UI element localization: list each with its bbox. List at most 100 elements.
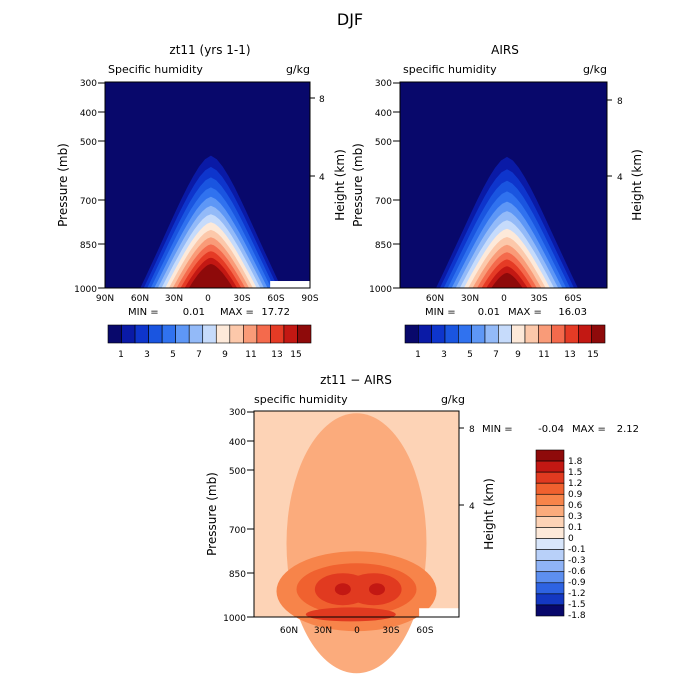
colorbar-label: 11: [538, 350, 549, 360]
x-tick-label: 30N: [314, 626, 332, 636]
surface-mask: [270, 281, 310, 288]
colorbar-swatch: [202, 324, 217, 344]
colorbar-swatch: [243, 324, 258, 344]
max-value: 17.72: [261, 307, 290, 318]
max-label: MAX =: [508, 307, 542, 318]
panel-model-colorbar-labels: 1 3 5 7 9 11 13 15: [118, 350, 302, 360]
x-tick-label: 60S: [416, 626, 433, 636]
colorbar-label: 5: [170, 350, 176, 360]
panel-airs-minmax: MIN = 0.01 MAX = 16.03: [425, 307, 587, 318]
colorbar-label: 3: [144, 350, 150, 360]
x-tick-label: 30N: [461, 294, 479, 304]
x-tick-label: 60S: [267, 294, 284, 304]
y2-tick-label: 4: [319, 173, 325, 183]
y-tick-label: 1000: [369, 285, 392, 295]
panel-diff-subtitle-left: specific humidity: [254, 393, 348, 406]
colorbar-swatch: [535, 460, 565, 473]
colorbar-label: -1.5: [568, 600, 586, 610]
panel-airs-subtitle-left: specific humidity: [403, 63, 497, 76]
colorbar-swatch: [215, 324, 231, 344]
panel-airs-colorbar-labels: 1 3 5 7 9 11 13 15: [415, 350, 599, 360]
panel-airs: AIRS specific humidity g/kg 300 400 500 …: [351, 43, 644, 360]
colorbar-swatch: [535, 482, 565, 495]
colorbar-label: -0.9: [568, 578, 586, 588]
colorbar-label: -1.2: [568, 589, 586, 599]
panel-diff-frame: [253, 410, 460, 618]
colorbar-swatch: [431, 324, 446, 344]
panel-diff-x-ticks: 60N 30N 0 30S 60S: [280, 626, 434, 636]
colorbar-swatch: [458, 324, 472, 344]
colorbar-swatch: [161, 324, 176, 344]
colorbar-label: 0.1: [568, 523, 582, 533]
y-tick-label: 400: [80, 109, 97, 119]
panel-airs-ylabel: Pressure (mb): [351, 143, 365, 227]
colorbar-swatch: [270, 324, 285, 344]
colorbar-swatch: [535, 516, 565, 528]
panel-airs-subtitle-right: g/kg: [583, 63, 607, 76]
colorbar-label: -0.3: [568, 556, 586, 566]
colorbar-label: 0.6: [568, 501, 583, 511]
colorbar-swatch: [297, 324, 312, 344]
x-tick-label: 0: [354, 626, 360, 636]
colorbar-swatch: [538, 324, 552, 344]
y-tick-label: 1000: [223, 614, 246, 624]
colorbar-label: 0: [568, 534, 574, 544]
panel-airs-y2label: Height (km): [630, 149, 644, 220]
colorbar-label: 5: [467, 350, 473, 360]
contour-band: [369, 583, 385, 596]
contour-band: [491, 272, 523, 288]
colorbar-label: 9: [515, 350, 521, 360]
panel-diff-subtitle-right: g/kg: [441, 393, 465, 406]
panel-airs-x-ticks: 60N 30N 0 30S 60S: [426, 294, 582, 304]
y-tick-label: 850: [80, 241, 97, 251]
y-tick-label: 300: [375, 79, 392, 89]
panel-model-y-ticks: 300 400 500 700 850 1000: [74, 79, 97, 295]
colorbar-label: 0.3: [568, 512, 582, 522]
colorbar-swatch: [498, 324, 512, 344]
min-value: 0.01: [478, 307, 500, 318]
panel-diff-minmax: MIN = -0.04 MAX = 2.12: [482, 424, 639, 435]
y-tick-label: 500: [375, 138, 392, 148]
y2-tick-label: 8: [319, 95, 325, 105]
x-tick-label: 60S: [564, 294, 581, 304]
colorbar-swatch: [444, 324, 459, 344]
panel-model-subtitle-right: g/kg: [286, 63, 310, 76]
figure-title: DJF: [337, 10, 363, 29]
colorbar-swatch: [229, 324, 244, 344]
colorbar-swatch: [148, 324, 163, 344]
panel-airs-title: AIRS: [491, 43, 519, 57]
panel-model-y2label: Height (km): [333, 149, 347, 220]
panel-model-subtitle-left: Specific humidity: [108, 63, 203, 76]
colorbar-label: 3: [441, 350, 447, 360]
colorbar-label: 1.2: [568, 479, 582, 489]
max-value: 16.03: [558, 307, 587, 318]
x-tick-label: 30S: [233, 294, 250, 304]
colorbar-swatch: [535, 604, 565, 617]
y-tick-label: 300: [229, 408, 246, 418]
panel-model-frame: [104, 81, 311, 289]
colorbar-swatch: [134, 324, 149, 344]
colorbar-swatch: [484, 324, 499, 344]
colorbar-label: 7: [196, 350, 202, 360]
colorbar-swatch: [535, 505, 565, 517]
y2-tick-label: 8: [617, 97, 623, 107]
colorbar-swatch: [107, 324, 122, 344]
max-label: MAX =: [572, 424, 606, 435]
colorbar-swatch: [524, 324, 539, 344]
panel-model-colorbar: [107, 324, 312, 344]
y2-tick-label: 8: [469, 425, 475, 435]
colorbar-label: 0.9: [568, 490, 583, 500]
colorbar-swatch: [535, 538, 565, 550]
y2-tick-label: 4: [617, 173, 623, 183]
y-tick-label: 400: [375, 109, 392, 119]
colorbar-swatch: [471, 324, 486, 344]
y-tick-label: 700: [80, 197, 97, 207]
panel-diff-ylabel: Pressure (mb): [205, 472, 219, 556]
colorbar-label: 7: [493, 350, 499, 360]
min-value: -0.04: [538, 424, 564, 435]
panel-diff-colorbar-labels: 1.8 1.5 1.2 0.9 0.6 0.3 0.1 0 -0.1 -0.3 …: [568, 457, 586, 621]
colorbar-label: 15: [290, 350, 301, 360]
panel-airs-plot: [400, 82, 607, 288]
surface-mask: [419, 608, 459, 617]
